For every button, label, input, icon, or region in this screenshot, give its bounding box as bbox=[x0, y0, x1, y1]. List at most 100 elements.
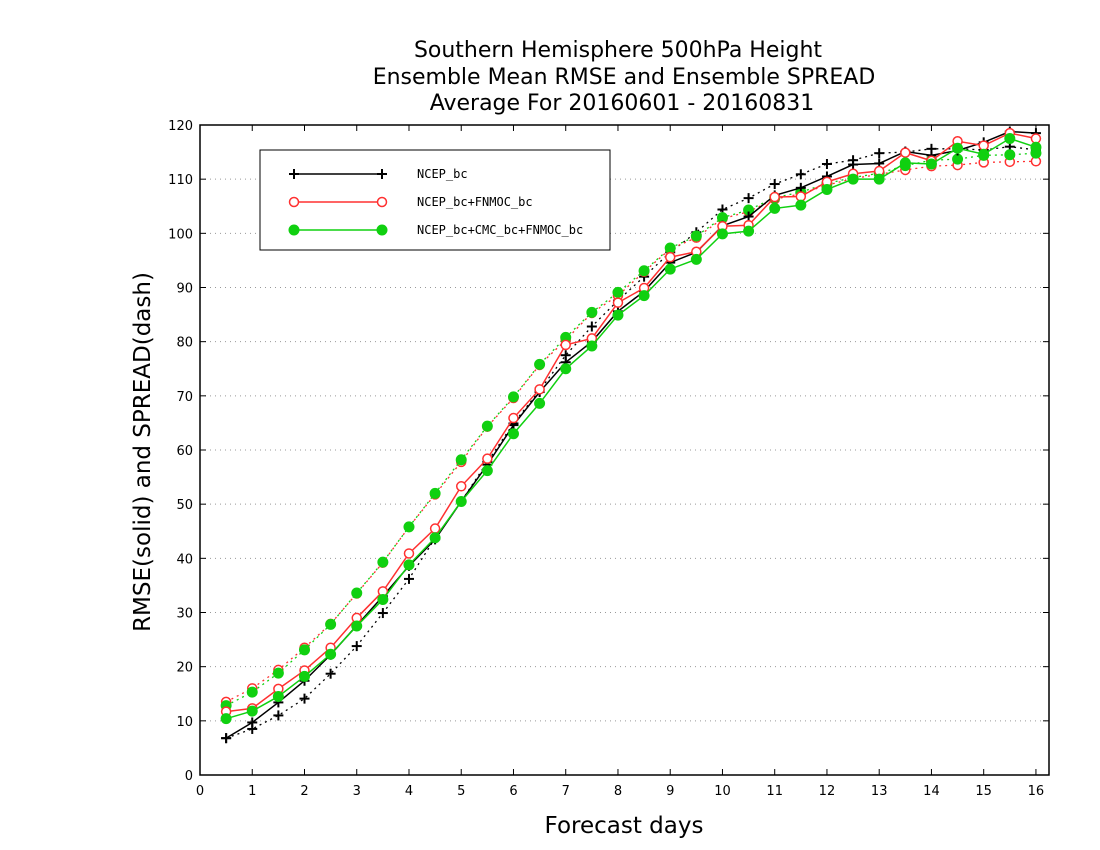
ncep-bc-fnmoc-bc-rmse-point bbox=[769, 191, 780, 203]
ncep-bc-fnmoc-bc-rmse-point bbox=[560, 339, 571, 351]
y-tick-label: 70 bbox=[176, 390, 193, 405]
ncep-bc-spread-point bbox=[874, 148, 885, 159]
ncep-bc-cmc-bc-fnmoc-bc-spread-point bbox=[690, 230, 702, 242]
y-tick-label: 100 bbox=[168, 227, 193, 242]
ncep-bc-fnmoc-bc-rmse-point bbox=[429, 523, 441, 534]
x-tick-label: 3 bbox=[353, 784, 361, 799]
x-tick-label: 6 bbox=[509, 784, 517, 799]
ncep-bc-cmc-bc-fnmoc-bc-rmse-point bbox=[429, 532, 441, 544]
ncep-bc-fnmoc-bc-rmse-point bbox=[534, 384, 545, 395]
x-tick-label: 13 bbox=[871, 784, 888, 799]
x-tick-label: 10 bbox=[714, 784, 731, 799]
ncep-bc-cmc-bc-fnmoc-bc-rmse-point bbox=[507, 428, 519, 440]
legend-label-ncep-bc-cmc-bc-fnmoc-bc: NCEP_bc+CMC_bc+FNMOC_bc bbox=[417, 223, 583, 237]
ncep-bc-spread-point bbox=[273, 710, 284, 721]
ncep-bc-cmc-bc-fnmoc-bc-rmse-point bbox=[873, 173, 885, 185]
ncep-bc-cmc-bc-fnmoc-bc-rmse-point bbox=[325, 648, 337, 660]
ncep-bc-fnmoc-bc-rmse-point bbox=[508, 412, 519, 424]
legend: NCEP_bc NCEP_bc+FNMOC_bc NCEP_bc+CMC_bc+FN… bbox=[259, 149, 611, 251]
ncep-bc-cmc-bc-fnmoc-bc-rmse-point bbox=[899, 157, 911, 169]
ncep-bc-cmc-bc-fnmoc-bc-rmse-point bbox=[377, 594, 389, 605]
ncep-bc-cmc-bc-fnmoc-bc-rmse-point bbox=[952, 142, 964, 154]
ncep-bc-spread-point bbox=[821, 159, 832, 169]
ncep-bc-cmc-bc-fnmoc-bc-rmse-point bbox=[638, 290, 650, 302]
x-tick-label: 1 bbox=[248, 784, 256, 799]
ncep-bc-cmc-bc-fnmoc-bc-rmse-point bbox=[743, 225, 755, 237]
ncep-bc-cmc-bc-fnmoc-bc-rmse-point bbox=[560, 363, 572, 375]
ncep-bc-cmc-bc-fnmoc-bc-rmse-point bbox=[246, 705, 258, 717]
x-tick-label: 8 bbox=[614, 784, 622, 799]
ncep-bc-cmc-bc-fnmoc-bc-spread-point bbox=[664, 242, 676, 254]
ncep-bc-cmc-bc-fnmoc-bc-spread-point bbox=[507, 391, 519, 403]
chart-title-line-3: Average For 20160601 - 20160831 bbox=[430, 91, 815, 116]
ncep-bc-cmc-bc-fnmoc-bc-rmse-point bbox=[1004, 133, 1016, 145]
chart-title-line-2: Ensemble Mean RMSE and Ensemble SPREAD bbox=[373, 65, 876, 90]
x-tick-label: 9 bbox=[666, 784, 674, 799]
y-tick-label: 0 bbox=[185, 769, 193, 784]
ncep-bc-fnmoc-bc-rmse-point bbox=[1030, 133, 1042, 144]
ncep-bc-fnmoc-bc-rmse-point bbox=[482, 453, 493, 464]
y-axis-label: RMSE(solid) and SPREAD(dash) bbox=[130, 272, 156, 632]
ncep-bc-spread-point bbox=[325, 668, 336, 679]
x-tick-label: 15 bbox=[975, 784, 992, 799]
x-tick-label: 16 bbox=[1028, 784, 1045, 799]
ncep-bc-spread-point bbox=[299, 693, 310, 704]
ncep-bc-cmc-bc-fnmoc-bc-spread-point bbox=[351, 587, 363, 599]
ncep-bc-cmc-bc-fnmoc-bc-rmse-point bbox=[769, 202, 781, 214]
ncep-bc-cmc-bc-fnmoc-bc-spread-point bbox=[586, 306, 598, 318]
ncep-bc-cmc-bc-fnmoc-bc-spread-point bbox=[1004, 149, 1016, 161]
x-tick-label: 12 bbox=[819, 784, 836, 799]
ncep-bc-spread-point bbox=[403, 573, 414, 584]
ncep-bc-spread-point bbox=[769, 179, 780, 190]
ncep-bc-cmc-bc-fnmoc-bc-rmse-point bbox=[534, 397, 546, 409]
ncep-bc-cmc-bc-fnmoc-bc-rmse-point bbox=[978, 148, 990, 160]
ncep-bc-cmc-bc-fnmoc-bc-rmse-point bbox=[403, 559, 415, 571]
ncep-bc-rmse-point bbox=[247, 717, 258, 728]
ncep-bc-spread-point bbox=[351, 641, 362, 652]
ncep-bc-cmc-bc-fnmoc-bc-rmse-point bbox=[821, 183, 833, 195]
ncep-bc-rmse-point bbox=[743, 211, 754, 222]
plot-area bbox=[220, 126, 1042, 744]
legend-marker-ncep-bc-fnmoc-bc bbox=[376, 196, 388, 208]
ncep-bc-fnmoc-bc-rmse-point bbox=[795, 191, 807, 202]
ncep-bc-cmc-bc-fnmoc-bc-rmse-point bbox=[272, 690, 284, 702]
ncep-bc-cmc-bc-fnmoc-bc-spread-point bbox=[377, 556, 389, 568]
y-tick-label: 80 bbox=[176, 336, 193, 351]
ncep-bc-cmc-bc-fnmoc-bc-spread-point bbox=[481, 420, 493, 432]
y-tick-label: 40 bbox=[176, 552, 193, 567]
ncep-bc-cmc-bc-fnmoc-bc-rmse-point bbox=[1030, 141, 1042, 153]
y-tick-label: 120 bbox=[168, 119, 193, 134]
y-tick-label: 50 bbox=[176, 498, 193, 513]
ncep-bc-cmc-bc-fnmoc-bc-rmse-point bbox=[664, 263, 676, 275]
y-tick-label: 90 bbox=[176, 282, 193, 297]
ncep-bc-fnmoc-bc-rmse-point bbox=[978, 140, 989, 151]
ncep-bc-cmc-bc-fnmoc-bc-spread-point bbox=[246, 686, 258, 698]
ncep-bc-cmc-bc-fnmoc-bc-spread-point bbox=[638, 265, 650, 277]
ncep-bc-cmc-bc-fnmoc-bc-spread-point bbox=[403, 521, 415, 533]
x-tick-label: 11 bbox=[766, 784, 783, 799]
legend-marker-ncep-bc-fnmoc-bc bbox=[288, 196, 300, 208]
legend-label-ncep-bc-fnmoc-bc: NCEP_bc+FNMOC_bc bbox=[417, 195, 533, 209]
ncep-bc-cmc-bc-fnmoc-bc-spread-point bbox=[298, 644, 310, 656]
legend-marker-ncep-bc-cmc-bc-fnmoc-bc bbox=[288, 224, 300, 236]
ncep-bc-fnmoc-bc-rmse-point bbox=[664, 251, 676, 263]
ncep-bc-fnmoc-bc-rmse-line bbox=[226, 132, 1037, 713]
legend-marker-ncep-bc bbox=[289, 169, 299, 179]
x-tick-label: 4 bbox=[405, 784, 413, 799]
ncep-bc-cmc-bc-fnmoc-bc-spread-point bbox=[429, 487, 441, 499]
ncep-bc-cmc-bc-fnmoc-bc-rmse-point bbox=[220, 713, 232, 725]
ncep-bc-cmc-bc-fnmoc-bc-rmse-point bbox=[795, 199, 807, 211]
ncep-bc-fnmoc-bc-rmse-point bbox=[403, 548, 415, 559]
y-tick-label: 60 bbox=[176, 444, 193, 459]
ncep-bc-cmc-bc-fnmoc-bc-rmse-point bbox=[351, 620, 363, 632]
ncep-bc-cmc-bc-fnmoc-bc-rmse-point bbox=[481, 465, 493, 477]
ncep-bc-cmc-bc-fnmoc-bc-rmse-point bbox=[847, 173, 859, 185]
ncep-bc-spread-point bbox=[377, 608, 388, 619]
x-tick-label: 14 bbox=[923, 784, 940, 799]
x-tick-label: 5 bbox=[457, 784, 465, 799]
ncep-bc-cmc-bc-fnmoc-bc-spread-point bbox=[325, 618, 337, 630]
ncep-bc-spread-point bbox=[743, 193, 754, 204]
ncep-bc-rmse-point bbox=[795, 182, 806, 193]
x-tick-label: 0 bbox=[196, 784, 204, 799]
